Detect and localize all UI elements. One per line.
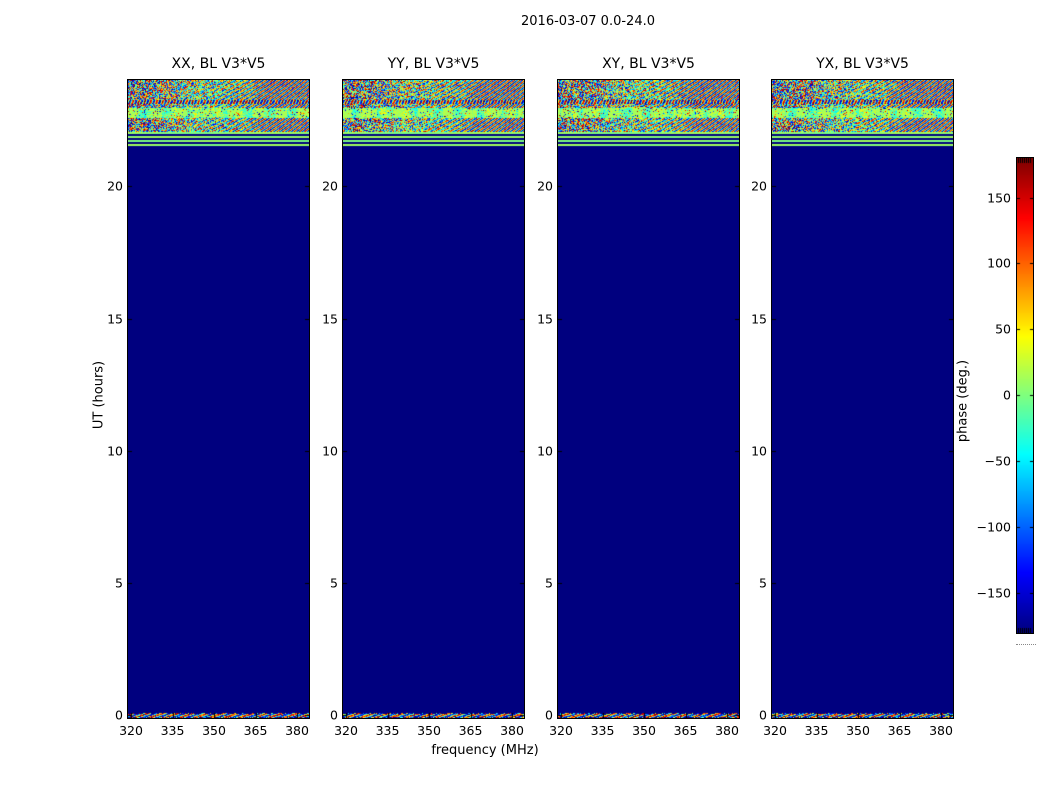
x-tick-label: 365 — [458, 723, 483, 738]
heatmap-panel — [771, 79, 954, 719]
y-tick-label: 0 — [545, 707, 553, 722]
x-tick-label: 380 — [929, 723, 953, 738]
y-tick-label: 10 — [751, 443, 767, 458]
x-tick-label: 335 — [804, 723, 829, 738]
heatmap-canvas — [558, 80, 739, 718]
y-tick-label: 5 — [545, 575, 553, 591]
x-tick-label: 350 — [846, 723, 870, 738]
colorbar-tick-label: 50 — [995, 321, 1011, 337]
y-tick-label: 15 — [107, 311, 123, 326]
y-tick-label: 10 — [107, 443, 123, 458]
heatmap-canvas — [343, 80, 524, 718]
x-tick-label: 380 — [285, 723, 309, 738]
colorbar-label: phase (deg.) — [955, 359, 971, 443]
colorbar-tick-label: −50 — [984, 453, 1011, 469]
y-tick-label: 5 — [115, 575, 123, 591]
panel-title: YX, BL V3*V5 — [816, 56, 909, 72]
heatmap-panel — [342, 79, 525, 719]
x-axis-label: frequency (MHz) — [431, 743, 539, 758]
x-tick-label: 335 — [375, 723, 400, 738]
x-tick-label: 365 — [243, 723, 268, 738]
colorbar-tick-label: 100 — [987, 255, 1011, 271]
heatmap-panel — [127, 79, 310, 719]
y-tick-label: 20 — [322, 178, 338, 194]
y-tick-label: 20 — [751, 178, 767, 194]
x-tick-label: 380 — [715, 723, 739, 738]
x-tick-label: 350 — [632, 723, 656, 738]
x-tick-label: 365 — [673, 723, 698, 738]
colorbar-underline-dots — [1016, 644, 1036, 645]
y-tick-label: 20 — [107, 178, 123, 194]
y-tick-label: 10 — [322, 443, 338, 458]
x-tick-label: 350 — [417, 723, 441, 738]
heatmap-canvas — [772, 80, 953, 718]
colorbar-tick-label: 150 — [987, 190, 1011, 205]
y-tick-label: 0 — [330, 707, 338, 722]
y-tick-label: 5 — [330, 575, 338, 591]
panel-title: YY, BL V3*V5 — [387, 56, 480, 72]
x-tick-label: 320 — [119, 723, 143, 738]
y-tick-label: 0 — [115, 707, 123, 722]
heatmap-panel — [557, 79, 740, 719]
x-tick-label: 320 — [334, 723, 358, 738]
heatmap-canvas — [128, 80, 309, 718]
y-axis-label: UT (hours) — [91, 360, 107, 430]
y-tick-label: 5 — [759, 575, 767, 591]
y-tick-label: 10 — [537, 443, 553, 458]
x-tick-label: 320 — [763, 723, 787, 738]
y-tick-label: 0 — [759, 707, 767, 722]
x-tick-label: 365 — [887, 723, 912, 738]
y-tick-label: 15 — [322, 311, 338, 326]
panel-title: XY, BL V3*V5 — [602, 56, 695, 72]
panel-title: XX, BL V3*V5 — [171, 56, 266, 72]
colorbar — [1016, 157, 1034, 634]
colorbar-gradient — [1017, 158, 1033, 633]
y-tick-label: 20 — [537, 178, 553, 194]
y-tick-label: 15 — [751, 311, 767, 326]
colorbar-tick-label: −150 — [976, 585, 1011, 600]
x-tick-label: 320 — [549, 723, 573, 738]
y-tick-label: 15 — [537, 311, 553, 326]
x-tick-label: 335 — [590, 723, 615, 738]
figure-title: 2016-03-07 0.0-24.0 — [521, 14, 655, 29]
x-tick-label: 380 — [500, 723, 524, 738]
colorbar-tick-label: −100 — [976, 519, 1011, 535]
colorbar-tick-label: 0 — [1003, 387, 1011, 403]
x-tick-label: 350 — [202, 723, 226, 738]
x-tick-label: 335 — [160, 723, 185, 738]
